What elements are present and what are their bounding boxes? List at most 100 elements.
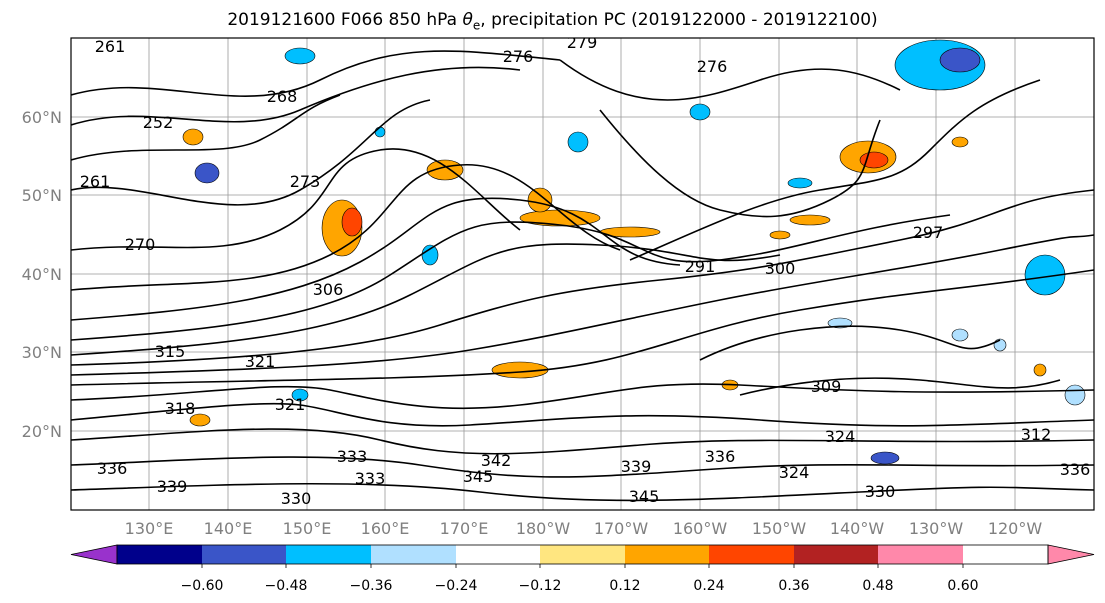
colorbar-segment bbox=[878, 545, 963, 564]
contour-labels: 261 279 276 276 252 268 261 273 270 291 300 297 306 3… bbox=[80, 33, 1091, 508]
colorbar-tick-label: 0.24 bbox=[693, 578, 724, 594]
contour-label: 336 bbox=[97, 459, 128, 478]
map-title: 2019121600 F066 850 hPa θe, precipitatio… bbox=[227, 10, 878, 33]
colorbar-tick-label: 0.36 bbox=[778, 578, 809, 594]
contour-line bbox=[599, 109, 881, 218]
precip-patch bbox=[769, 230, 791, 240]
precip-patch bbox=[951, 136, 969, 148]
contour-label: 261 bbox=[80, 172, 111, 191]
contour-label: 318 bbox=[165, 399, 196, 418]
precip-patch bbox=[787, 177, 813, 189]
contour-label: 345 bbox=[629, 487, 660, 506]
contour-line bbox=[71, 269, 1094, 386]
colorbar-extend-high bbox=[1047, 544, 1095, 565]
contour-line bbox=[559, 59, 901, 101]
colorbar-tick-label: −0.12 bbox=[519, 578, 562, 594]
latitude-tick-labels: 60°N 50°N 40°N 30°N 20°N bbox=[22, 108, 62, 441]
contour-label: 339 bbox=[157, 477, 188, 496]
colorbar-segment bbox=[286, 545, 371, 564]
precip-patch bbox=[189, 413, 211, 427]
longitude-tick-label: 170°W bbox=[594, 519, 649, 538]
contour-line bbox=[71, 99, 431, 206]
contour-line bbox=[71, 214, 951, 341]
contour-line bbox=[71, 189, 1094, 366]
contour-label: 330 bbox=[281, 489, 312, 508]
colorbar-segment bbox=[117, 545, 202, 564]
contour-line bbox=[71, 243, 781, 356]
colorbar-tick-label: −0.24 bbox=[435, 578, 478, 594]
colorbar-segment bbox=[202, 545, 286, 564]
colorbar-segment bbox=[371, 545, 456, 564]
contour-line bbox=[71, 197, 681, 321]
contour-label: 342 bbox=[481, 451, 512, 470]
colorbar-segment bbox=[709, 545, 794, 564]
latitude-tick-label: 40°N bbox=[22, 265, 62, 284]
precip-patch bbox=[1064, 384, 1086, 406]
contour-label: 268 bbox=[267, 87, 298, 106]
longitude-tick-label: 150°W bbox=[752, 519, 807, 538]
precip-patch bbox=[421, 244, 439, 266]
colorbar-extend-low bbox=[70, 544, 118, 565]
precip-patch bbox=[182, 128, 204, 146]
contour-line bbox=[71, 148, 521, 251]
colorbar-segment bbox=[456, 545, 540, 564]
contour-line bbox=[71, 428, 1094, 455]
colorbar-tick-label: 0.60 bbox=[947, 578, 978, 594]
contour-line bbox=[739, 377, 1061, 396]
contour-label: 336 bbox=[1060, 460, 1091, 479]
contour-label: 324 bbox=[779, 463, 810, 482]
contour-line bbox=[71, 66, 521, 126]
precip-patch bbox=[939, 47, 981, 73]
contour-label: 270 bbox=[125, 235, 156, 254]
precip-patch bbox=[284, 47, 316, 65]
contour-label: 297 bbox=[913, 223, 944, 242]
colorbar-tick-label: −0.48 bbox=[265, 578, 308, 594]
contour-line bbox=[71, 50, 561, 97]
contour-label: 276 bbox=[503, 47, 534, 66]
longitude-tick-label: 140°W bbox=[830, 519, 885, 538]
graticule bbox=[71, 38, 1094, 510]
colorbar-segment bbox=[540, 545, 625, 564]
contour-label: 279 bbox=[567, 33, 598, 52]
longitude-tick-label: 160°E bbox=[361, 519, 410, 538]
longitude-tick-label: 160°W bbox=[673, 519, 728, 538]
precip-patch bbox=[194, 162, 220, 184]
colorbar-tick-label: −0.36 bbox=[350, 578, 393, 594]
longitude-tick-label: 120°W bbox=[988, 519, 1043, 538]
contour-label: 291 bbox=[685, 257, 716, 276]
contour-line bbox=[71, 164, 621, 291]
contour-label: 300 bbox=[765, 259, 796, 278]
contour-label: 330 bbox=[865, 482, 896, 501]
contour-label: 333 bbox=[337, 447, 368, 466]
contour-label: 309 bbox=[811, 377, 842, 396]
colorbar bbox=[70, 544, 1095, 565]
colorbar-tick-label: −0.60 bbox=[181, 578, 224, 594]
contour-label: 315 bbox=[155, 342, 186, 361]
precip-patch bbox=[527, 187, 553, 213]
precip-patch bbox=[341, 207, 363, 237]
longitude-tick-label: 140°E bbox=[204, 519, 253, 538]
latitude-tick-label: 50°N bbox=[22, 186, 62, 205]
longitude-tick-label: 130°W bbox=[909, 519, 964, 538]
contour-label: 333 bbox=[355, 469, 386, 488]
colorbar-tick-label: 0.48 bbox=[862, 578, 893, 594]
contour-label: 324 bbox=[825, 427, 856, 446]
contour-label: 276 bbox=[697, 57, 728, 76]
colorbar-segment bbox=[625, 545, 709, 564]
contour-label: 252 bbox=[143, 113, 174, 132]
precip-patch bbox=[870, 451, 900, 465]
precip-patch bbox=[374, 126, 386, 138]
latitude-tick-label: 60°N bbox=[22, 108, 62, 127]
contour-label: 321 bbox=[275, 395, 306, 414]
contour-line bbox=[71, 402, 1094, 427]
longitude-tick-label: 180°W bbox=[516, 519, 571, 538]
contour-label: 339 bbox=[621, 457, 652, 476]
contour-line bbox=[71, 456, 1094, 478]
contour-line bbox=[71, 234, 1094, 376]
precip-patch bbox=[519, 209, 601, 227]
colorbar-tick-label: 0.12 bbox=[609, 578, 640, 594]
contour-line bbox=[71, 482, 1094, 502]
contour-line bbox=[699, 325, 1001, 361]
contour-label: 273 bbox=[290, 172, 321, 191]
